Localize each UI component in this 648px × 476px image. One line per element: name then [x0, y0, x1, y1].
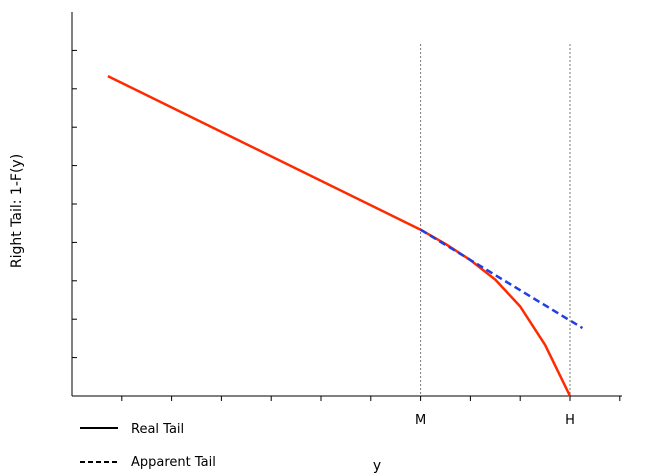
x-axis-label: y — [373, 458, 381, 474]
legend-label-apparent-tail: Apparent Tail — [131, 455, 216, 470]
x-tick-label-m: M — [415, 413, 426, 428]
y-axis-label: Right Tail: 1-F(y) — [9, 154, 25, 268]
series-line-apparent-tail — [419, 228, 584, 330]
x-ticks — [121, 396, 621, 401]
legend-label-real-tail: Real Tail — [131, 422, 184, 437]
reference-lines — [420, 44, 571, 396]
legend-item-apparent-tail: Apparent Tail — [80, 455, 216, 470]
x-tick-label-h: H — [565, 413, 575, 428]
series-lines — [107, 75, 584, 397]
legend: Real Tail Apparent Tail — [80, 422, 216, 470]
series-line-real-tail — [107, 75, 572, 397]
axes — [71, 12, 622, 401]
y-ticks — [72, 49, 77, 359]
legend-item-real-tail: Real Tail — [80, 422, 184, 437]
